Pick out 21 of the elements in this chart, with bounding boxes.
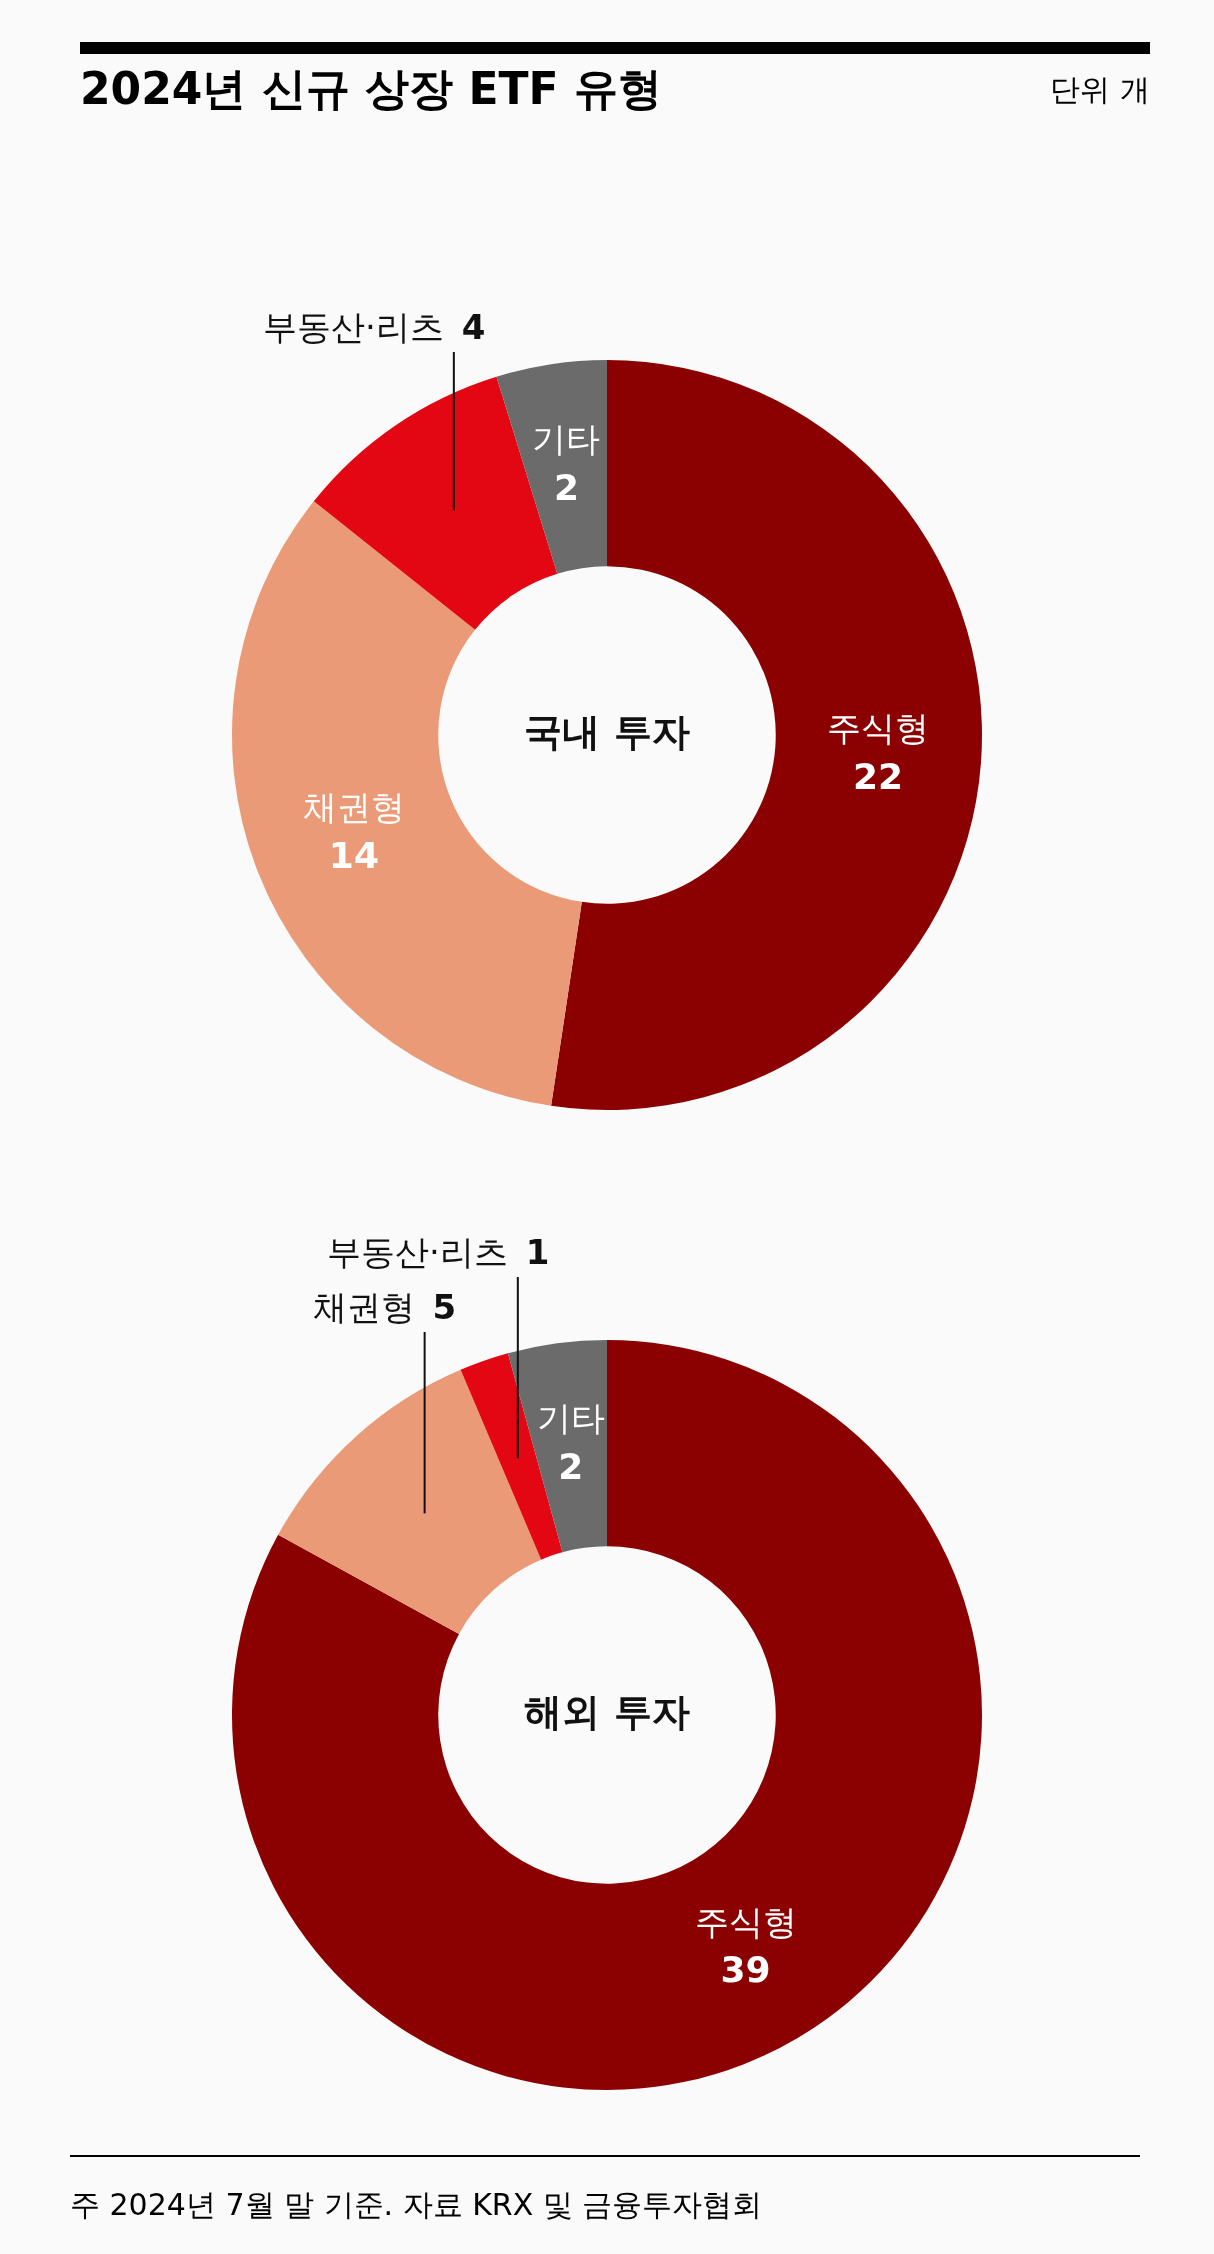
data-label: 39 bbox=[720, 1949, 771, 1991]
data-label: 5 bbox=[432, 1286, 457, 1327]
data-label: 14 bbox=[328, 834, 379, 876]
slice-label: 부동산·리츠 bbox=[327, 1231, 508, 1272]
slice-label: 부동산·리츠 bbox=[263, 306, 444, 347]
slice-label: 채권형 bbox=[312, 1286, 415, 1327]
slice-label: 채권형 bbox=[302, 787, 405, 828]
data-label: 2 bbox=[553, 466, 580, 508]
text: 국내 투자 bbox=[524, 709, 690, 754]
data-label: 4 bbox=[461, 306, 486, 347]
slice-label: 기타 bbox=[536, 1398, 605, 1439]
text: 해외 투자 bbox=[524, 1689, 690, 1734]
slice-label: 주식형 bbox=[694, 1901, 797, 1942]
text: 주 2024년 7월 말 기준. 자료 KRX 및 금융투자협회 bbox=[70, 2186, 764, 2224]
text: 단위 개 bbox=[1050, 71, 1150, 109]
slice-label: 주식형 bbox=[827, 708, 930, 749]
data-label: 22 bbox=[853, 755, 904, 797]
slice-label: 기타 bbox=[532, 418, 601, 459]
text: 2024년 신규 상장 ETF 유형 bbox=[80, 62, 662, 116]
data-label: 2 bbox=[558, 1445, 584, 1487]
data-label: 1 bbox=[525, 1231, 550, 1272]
